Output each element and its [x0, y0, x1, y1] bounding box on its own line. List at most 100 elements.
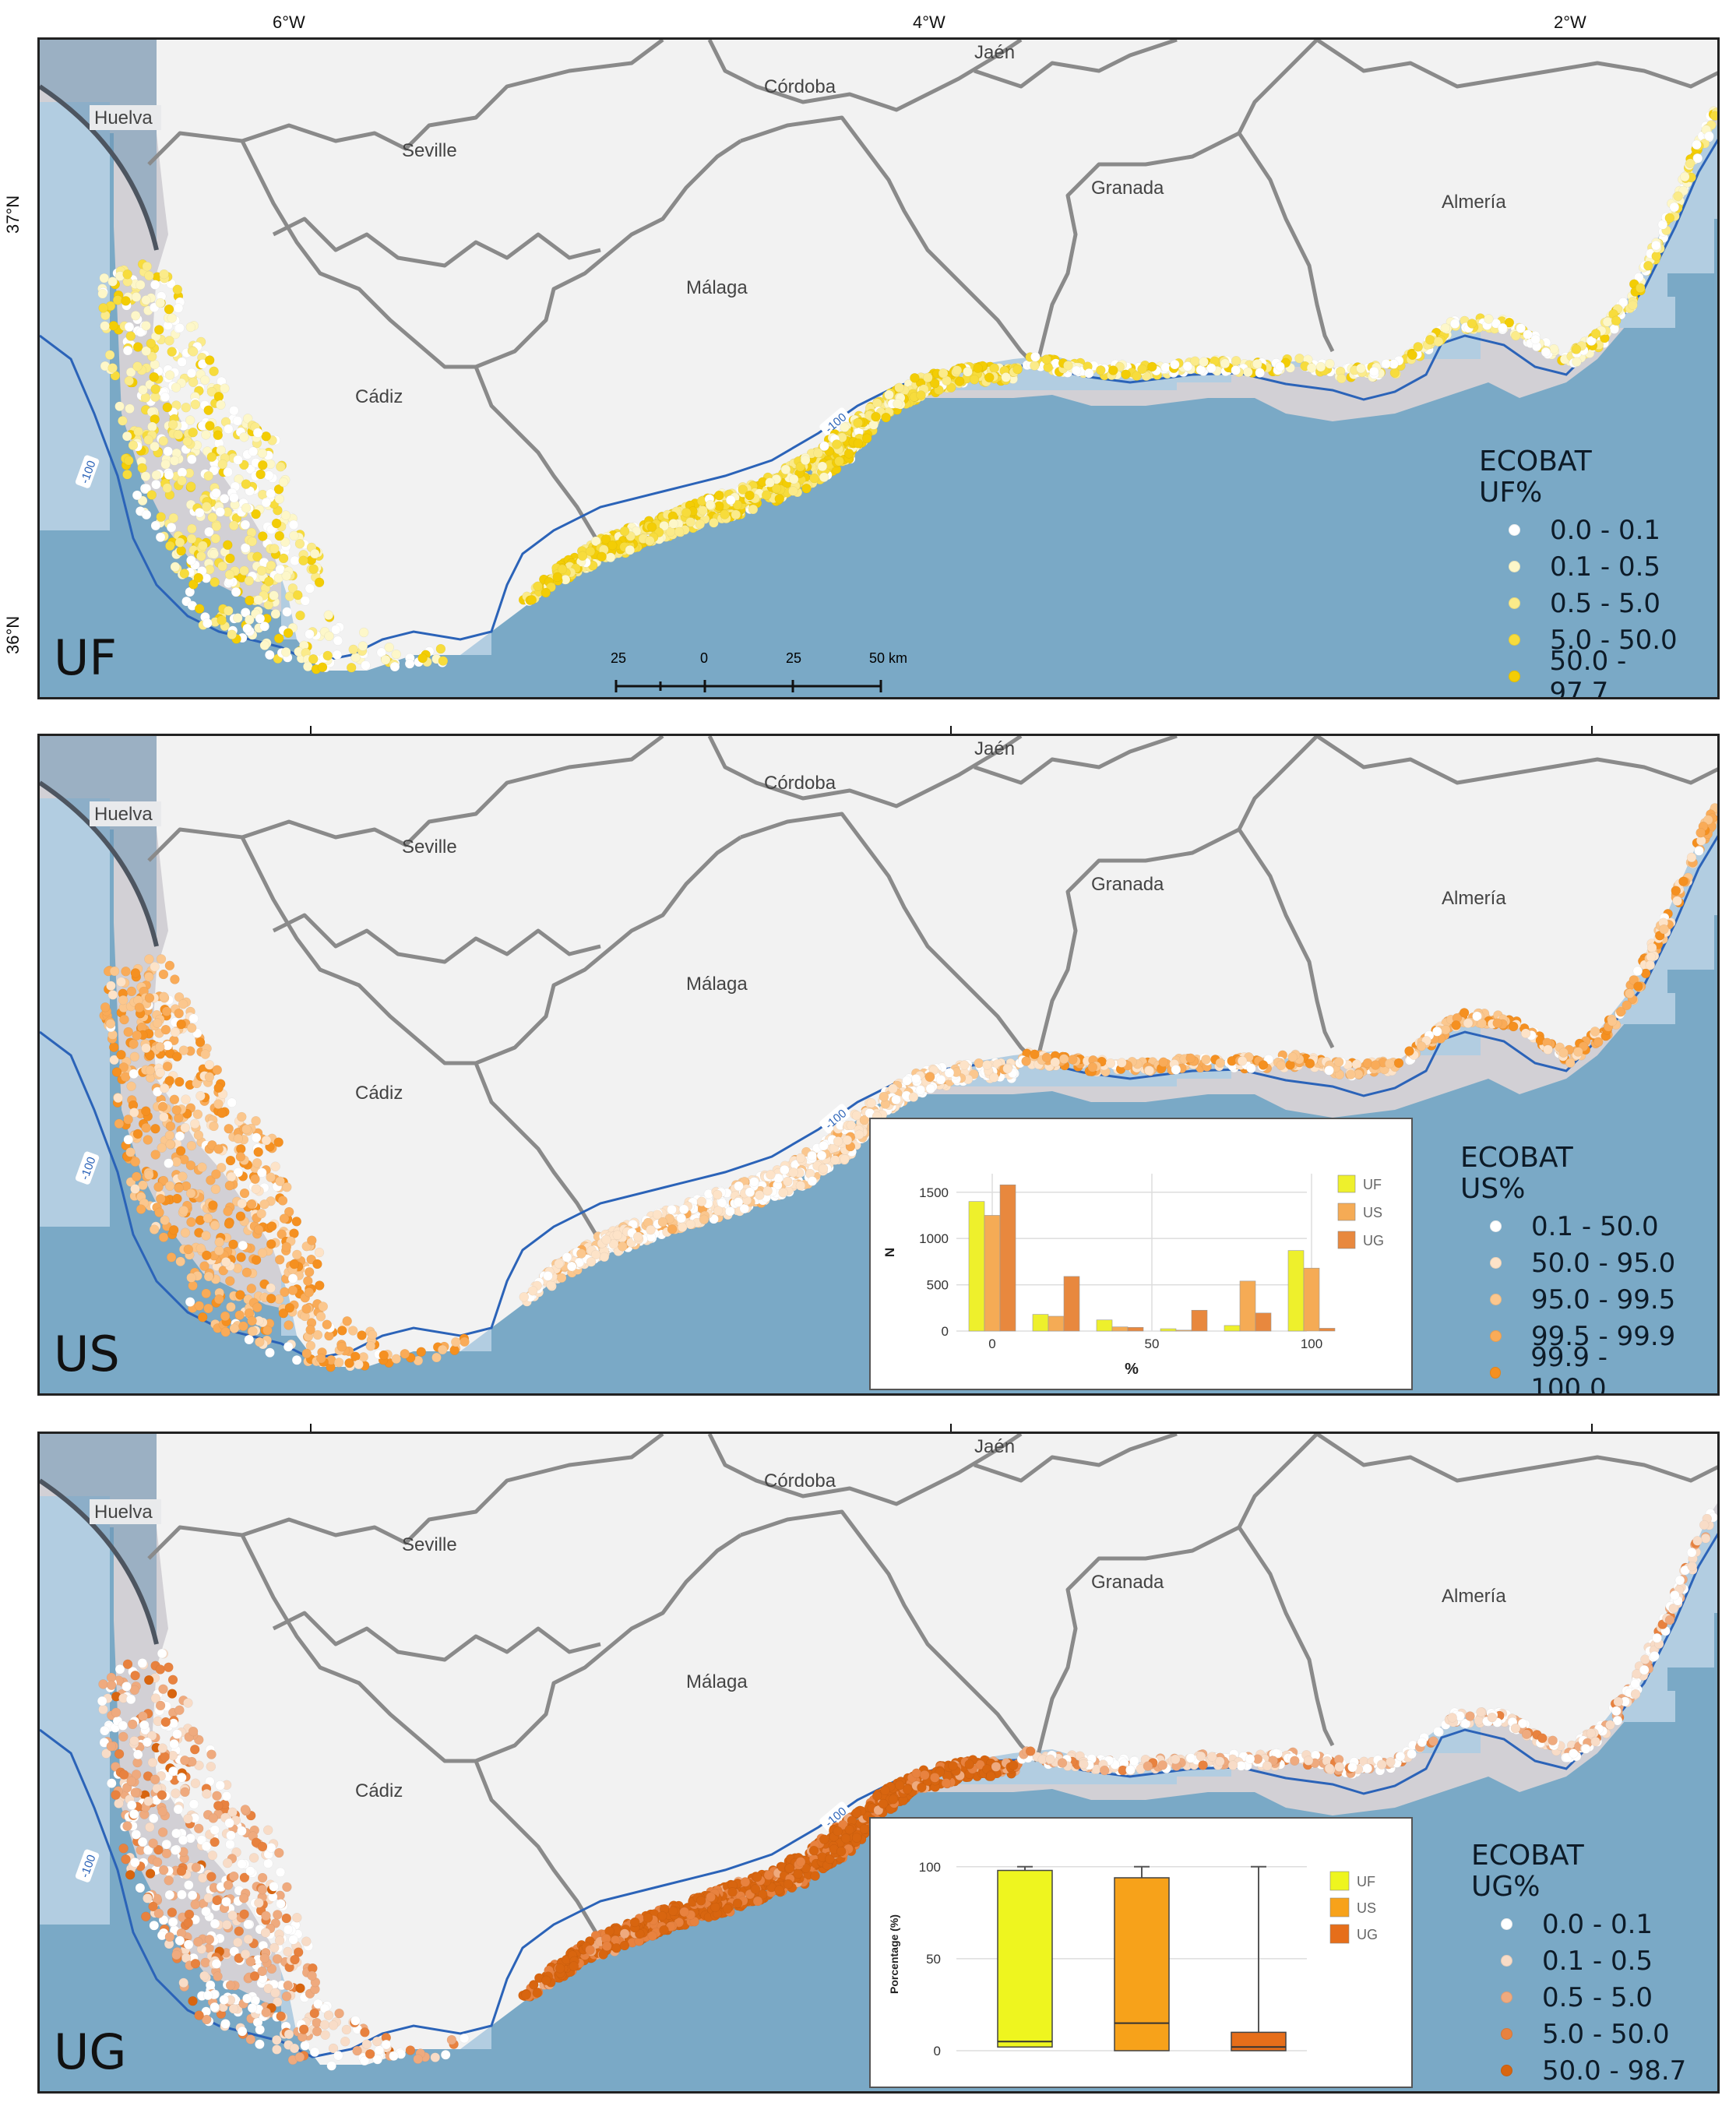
sample-point — [290, 1954, 300, 1965]
sample-point — [323, 610, 334, 620]
sample-point — [229, 1946, 240, 1956]
sample-point — [168, 1766, 178, 1777]
sample-point — [1147, 361, 1157, 372]
sample-point — [963, 367, 973, 377]
sample-point — [923, 372, 933, 383]
sample-point — [169, 1094, 180, 1104]
sample-point — [935, 1074, 946, 1085]
sample-point — [1643, 261, 1653, 271]
sample-point — [229, 405, 239, 416]
sample-point — [137, 1837, 148, 1847]
sample-point — [1393, 1058, 1404, 1069]
province-border — [240, 139, 742, 369]
sample-point — [270, 1988, 280, 1999]
sample-point — [210, 1184, 221, 1195]
legend-item: 99.5 - 99.9 — [1460, 1318, 1683, 1354]
sample-point — [153, 1844, 164, 1855]
sample-point — [305, 629, 315, 639]
sample-point — [376, 647, 387, 657]
sample-point — [224, 424, 234, 435]
sample-point — [1002, 1063, 1012, 1074]
sample-point — [330, 625, 341, 635]
sample-point — [294, 2051, 305, 2062]
sample-point — [114, 1118, 125, 1129]
sample-point — [1368, 366, 1379, 377]
sample-point — [176, 1019, 186, 1030]
survey-area-box — [40, 102, 110, 530]
sample-point — [162, 402, 173, 413]
sample-point — [131, 1830, 142, 1840]
sample-point — [1558, 1048, 1569, 1058]
sample-point — [219, 494, 230, 504]
legend-swatch — [1490, 1220, 1502, 1232]
sample-point — [430, 2052, 441, 2062]
sample-point — [107, 990, 118, 1000]
sample-point — [164, 370, 175, 380]
sample-point — [1692, 153, 1703, 164]
sample-point — [121, 296, 131, 306]
sample-point — [150, 384, 160, 394]
sample-point — [361, 2039, 372, 2049]
sample-point — [219, 1995, 229, 2005]
sample-point — [132, 1129, 143, 1139]
sample-point — [807, 1176, 818, 1186]
sample-point — [111, 1067, 122, 1077]
sample-point — [106, 981, 116, 991]
sample-point — [175, 1256, 185, 1266]
sample-point — [272, 2044, 282, 2055]
sample-point — [224, 1219, 234, 1229]
sample-point — [199, 1261, 210, 1271]
sample-point — [1611, 315, 1622, 326]
sample-point — [104, 350, 115, 360]
sample-point — [188, 1280, 198, 1291]
sample-point — [140, 471, 151, 481]
sample-point — [146, 338, 157, 349]
sample-point — [158, 1232, 169, 1242]
sample-point — [745, 1187, 755, 1197]
sample-point — [126, 1081, 136, 1091]
sample-point — [274, 530, 285, 541]
sample-point — [213, 1294, 224, 1305]
sample-point — [176, 1866, 187, 1876]
histogram-bar — [984, 1215, 1001, 1332]
sample-point — [391, 649, 401, 660]
sample-point — [612, 1230, 623, 1241]
sample-point — [1404, 1046, 1414, 1056]
province-border — [240, 1533, 742, 1763]
sample-point — [183, 1918, 193, 1928]
province-border — [240, 835, 742, 1065]
sample-point — [253, 1146, 263, 1157]
coastline-huelva — [40, 1478, 159, 1645]
sample-point — [1333, 1057, 1344, 1067]
sample-point — [256, 1208, 266, 1219]
sample-point — [192, 1078, 202, 1089]
sample-point — [1492, 1018, 1502, 1028]
sample-point — [112, 295, 123, 305]
sample-point — [275, 1867, 286, 1878]
sample-point — [144, 270, 154, 281]
sample-point — [210, 534, 221, 544]
sample-point — [1472, 1011, 1482, 1022]
sample-point — [188, 347, 199, 357]
sample-point — [332, 650, 343, 660]
legend-item: 50.0 - 95.0 — [1460, 1245, 1683, 1281]
sample-point — [144, 971, 154, 982]
sample-point — [1206, 363, 1217, 374]
sample-point — [187, 454, 197, 465]
sample-point — [437, 1344, 448, 1355]
sample-point — [304, 1287, 315, 1298]
sample-point — [1633, 272, 1644, 283]
sample-point — [257, 448, 268, 459]
sample-point — [1590, 1027, 1600, 1037]
province-border — [272, 1611, 601, 1662]
sample-point — [854, 1129, 864, 1140]
sample-point — [322, 650, 333, 661]
sample-point — [252, 1302, 262, 1312]
city-label: Granada — [1091, 874, 1164, 895]
lon-label-2w: 2°W — [1554, 12, 1586, 32]
legend-var-us: US% — [1460, 1173, 1526, 1205]
sample-point — [151, 479, 161, 490]
sample-point — [766, 1170, 776, 1180]
sample-point — [97, 1696, 107, 1706]
legend-item: 50.0 - 97.7 — [1479, 646, 1688, 697]
